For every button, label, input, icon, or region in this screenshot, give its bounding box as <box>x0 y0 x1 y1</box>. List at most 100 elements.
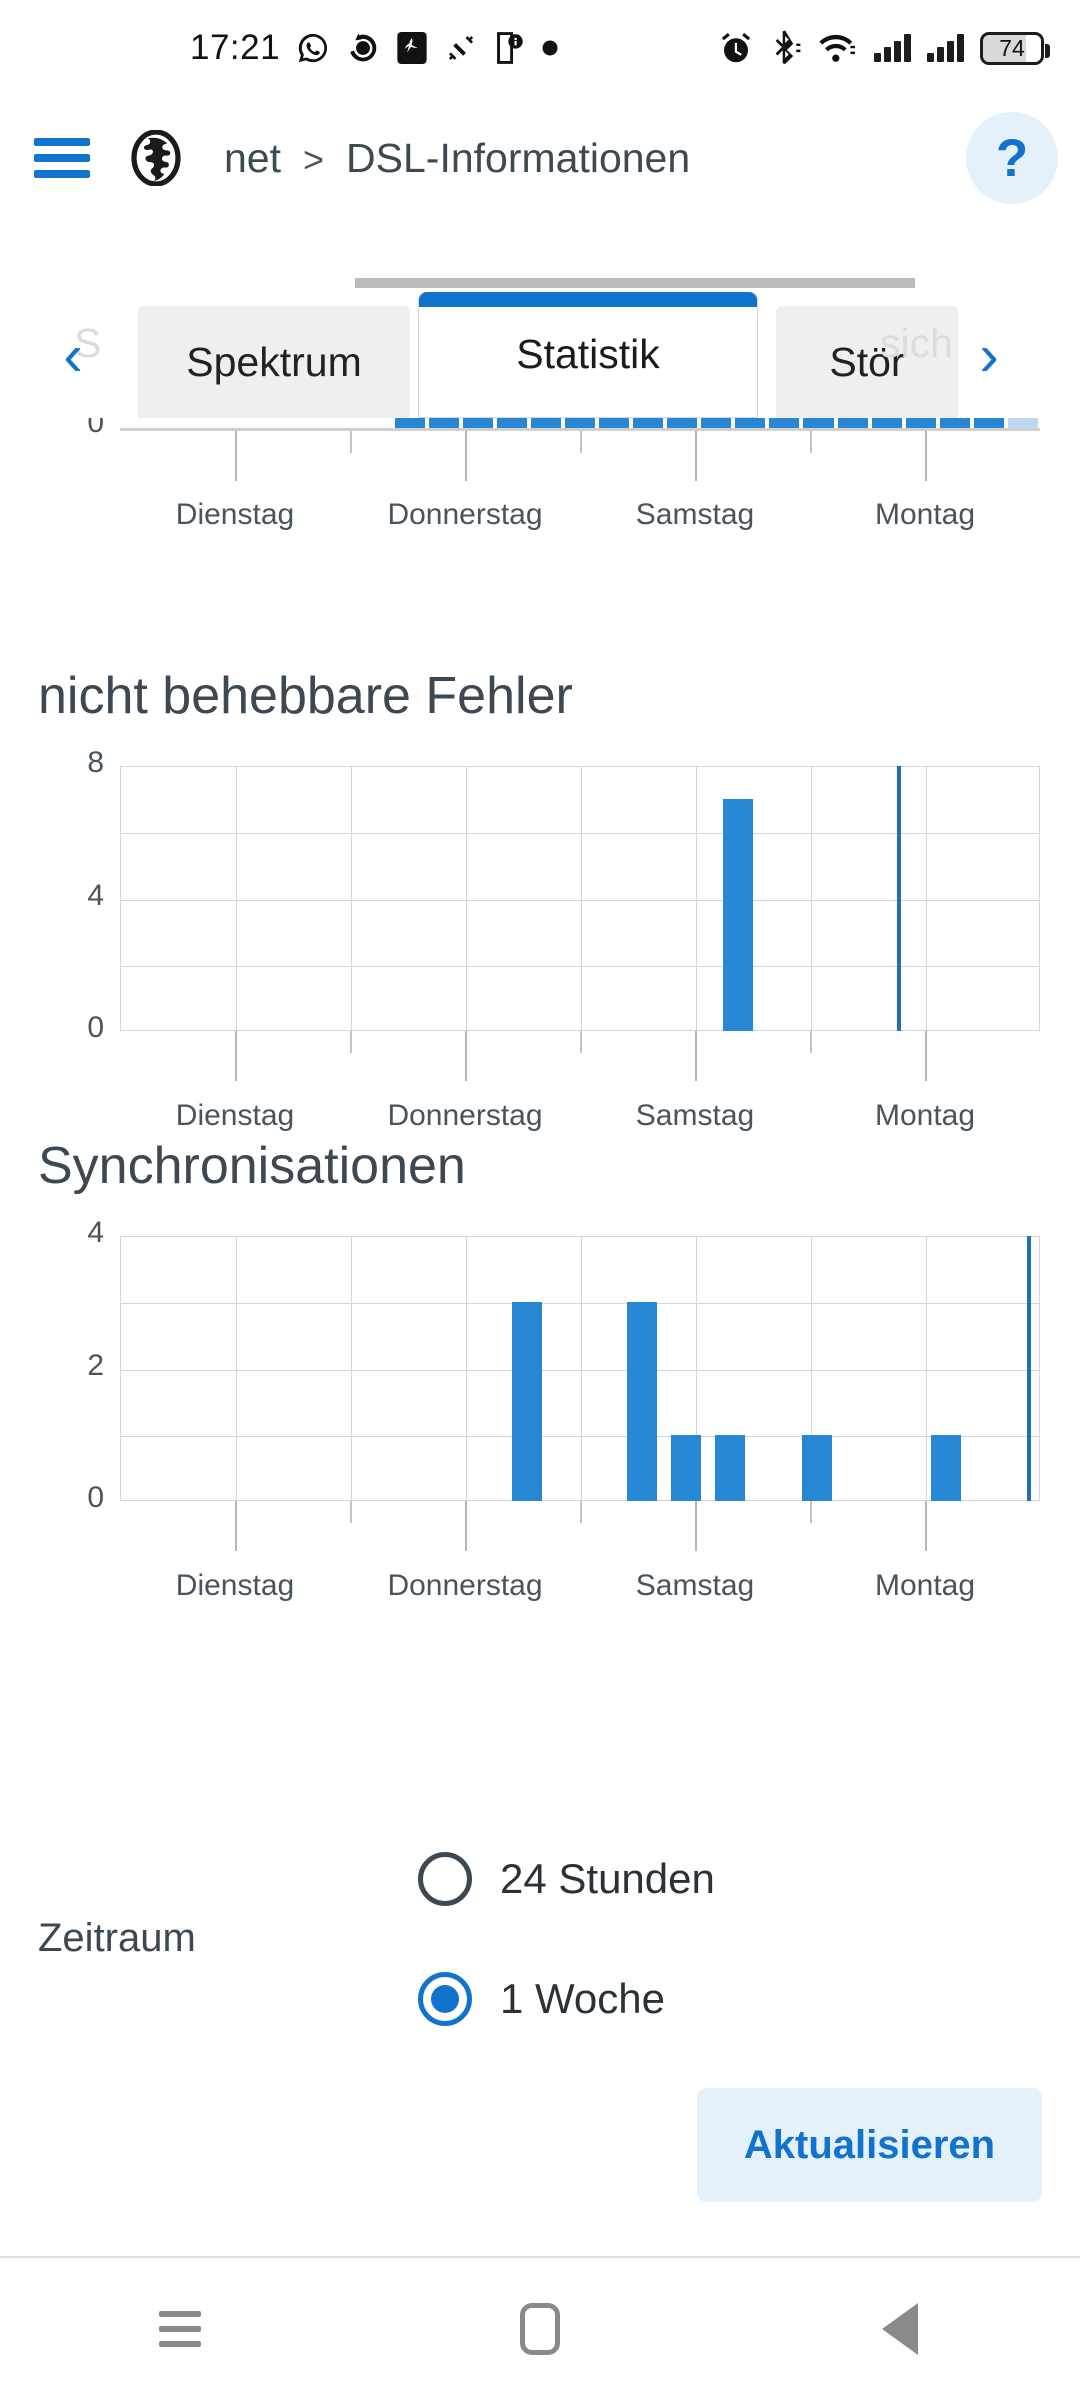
x-axis-minor-tick <box>350 431 352 453</box>
tab-spektrum[interactable]: Spektrum <box>138 306 410 418</box>
x-axis-minor-tick <box>350 1031 352 1053</box>
x-axis-tick-label: Donnerstag <box>387 1569 543 1602</box>
dot-icon <box>541 39 559 57</box>
chart-bar <box>723 799 754 1031</box>
tab-statistik[interactable]: Statistik <box>418 292 758 418</box>
gridline-horizontal <box>121 965 1039 967</box>
x-axis-minor-tick <box>810 431 812 453</box>
tab-row: ‹ S Spektrum Statistik Stör sich › <box>0 292 1080 418</box>
y-axis-tick-label: 0 <box>87 1011 104 1044</box>
x-axis-minor-tick <box>580 431 582 453</box>
chart-bar <box>837 418 868 428</box>
chart-bar <box>769 418 800 428</box>
x-axis-minor-tick <box>350 1501 352 1523</box>
x-axis-tick-label: Dienstag <box>175 498 295 531</box>
x-axis-minor-tick <box>810 1501 812 1523</box>
x-axis-minor-tick <box>580 1501 582 1523</box>
chart-nicht-behebbare-fehler: 0 4 8 Dienstag Donnerstag Samstag Montag <box>0 746 1080 1132</box>
status-bar: 17:21 <box>0 0 1080 96</box>
bottom-divider <box>0 2256 1080 2258</box>
radio-option-24-stunden[interactable]: 24 Stunden <box>418 1852 715 1906</box>
app-header: net > DSL-Informationen ? <box>0 96 1080 220</box>
chart-bar <box>939 418 970 428</box>
tab-scrollbar[interactable] <box>355 278 915 288</box>
radio-option-1-woche[interactable]: 1 Woche <box>418 1972 665 2026</box>
page-content: 0 Dienstag Donnerstag Samstag Montag nicht b… <box>0 418 1080 1602</box>
x-axis-major-tick <box>235 1501 237 1551</box>
hamburger-icon[interactable] <box>34 138 90 178</box>
zeitraum-label: Zeitraum <box>38 1916 196 1960</box>
x-axis-tick-label: Dienstag <box>175 1569 295 1602</box>
y-axis-tick-label: 0 <box>87 418 104 439</box>
fitness-icon <box>445 32 477 64</box>
chart-bar <box>394 418 425 428</box>
y-axis-tick-label: 2 <box>87 1348 104 1382</box>
tab-stoersicherheit[interactable]: Stör <box>776 306 958 418</box>
phone-info-icon <box>494 31 524 65</box>
x-axis-minor-tick <box>810 1031 812 1053</box>
gridline-vertical <box>811 767 812 1030</box>
recents-icon <box>159 2311 201 2347</box>
tab-stoersicherheit-ghost-label: sich <box>880 320 953 366</box>
gridline-vertical <box>466 767 467 1030</box>
gridline-horizontal <box>121 1303 1039 1305</box>
x-axis-tick-label: Donnerstag <box>387 498 543 531</box>
section-title-sync: Synchronisationen <box>38 1137 466 1195</box>
gridline-vertical <box>696 767 697 1030</box>
chart-bar <box>735 418 766 428</box>
radio-24-stunden-icon[interactable] <box>418 1852 472 1906</box>
radio-24-stunden-label: 24 Stunden <box>500 1855 715 1902</box>
plot-area <box>120 1236 1040 1501</box>
aktualisieren-button[interactable]: Aktualisieren <box>697 2088 1042 2202</box>
x-axis-tick-label: Montag <box>874 1569 976 1602</box>
chart-bar <box>496 418 527 428</box>
wifi-icon <box>818 32 858 64</box>
chart-cropped-top: 0 Dienstag Donnerstag Samstag Montag <box>0 418 1080 618</box>
chart-bar <box>428 418 459 428</box>
gridline-vertical <box>581 767 582 1030</box>
nav-back-button[interactable] <box>835 2284 965 2374</box>
status-clock: 17:21 <box>190 28 281 67</box>
tab-scroll-left-button[interactable]: ‹ <box>63 323 83 388</box>
x-axis-major-tick <box>465 1501 467 1551</box>
chart-marker-line <box>1027 1236 1032 1501</box>
whatsapp-icon <box>296 31 330 65</box>
gridline-horizontal <box>121 1369 1039 1371</box>
chart-bar <box>633 418 664 428</box>
gridline-horizontal <box>121 1435 1039 1437</box>
x-axis-major-tick <box>235 1031 237 1081</box>
status-bar-right: 74 <box>718 30 1050 66</box>
breadcrumb-current: DSL-Informationen <box>346 134 691 181</box>
chart-bar <box>931 1434 962 1501</box>
adobe-acrobat-icon <box>396 30 428 66</box>
gridline-vertical <box>811 1237 812 1500</box>
tab-spektrum-ghost-label: S <box>74 320 102 366</box>
tab-bar: ‹ S Spektrum Statistik Stör sich › <box>0 278 1080 418</box>
x-axis-major-tick <box>925 1501 927 1551</box>
x-axis-major-tick <box>925 1031 927 1081</box>
y-axis-tick-label: 0 <box>87 1481 104 1514</box>
zeitraum-group: Zeitraum 24 Stunden 1 Woche <box>0 1838 1080 2058</box>
chart-bar <box>714 1434 745 1501</box>
x-axis-major-tick <box>695 1031 697 1081</box>
gridline-vertical <box>351 767 352 1030</box>
chart-baseline <box>120 428 1040 431</box>
breadcrumb-parent[interactable]: net <box>224 134 281 181</box>
chart-bar <box>802 1434 833 1501</box>
alarm-icon <box>718 30 754 66</box>
chart-bar <box>462 418 493 428</box>
chart-marker-line <box>897 766 902 1031</box>
help-button[interactable]: ? <box>966 112 1058 204</box>
chart-section-sync: Synchronisationen 0 2 4 Dienstag Donnerstag S… <box>0 1136 1080 1602</box>
radio-1-woche-label: 1 Woche <box>500 1975 665 2022</box>
home-icon <box>520 2303 560 2355</box>
x-axis-tick-label: Donnerstag <box>387 1099 543 1132</box>
chart-section-cropped: 0 Dienstag Donnerstag Samstag Montag <box>0 418 1080 618</box>
x-axis-major-tick <box>695 1501 697 1551</box>
radio-1-woche-icon[interactable] <box>418 1972 472 2026</box>
gridline-horizontal <box>121 899 1039 901</box>
nav-recents-button[interactable] <box>115 2284 245 2374</box>
battery-level: 74 <box>999 34 1025 61</box>
nav-home-button[interactable] <box>475 2284 605 2374</box>
tab-scroll-right-button[interactable]: › <box>979 323 999 388</box>
